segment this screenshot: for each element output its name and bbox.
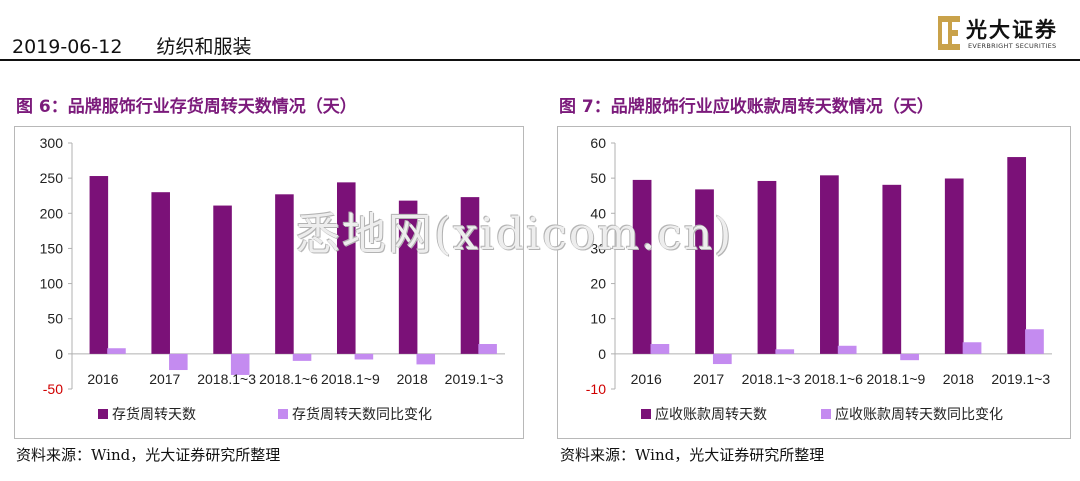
bar-primary — [820, 175, 839, 354]
y-tick-label: 50 — [47, 311, 63, 327]
bar-change — [416, 353, 436, 365]
bar-change — [775, 349, 795, 354]
chart-title-receivables: 图 7：品牌服饰行业应收账款周转天数情况（天） — [559, 97, 934, 117]
y-tick-label: 100 — [40, 276, 64, 292]
x-tick-label: 2018.1~9 — [867, 371, 926, 387]
bar-change — [169, 353, 188, 371]
bar-primary — [632, 179, 652, 354]
bar-primary — [757, 180, 777, 354]
y-tick-label: 20 — [590, 276, 606, 292]
legend-label: 应收账款周转天数同比变化 — [835, 406, 1003, 423]
report-header: 2019-06-12 纺织和服装 光大证券 EVERBRIGHT SECURIT… — [0, 0, 1080, 64]
source-note-receivables: 资料来源：Wind，光大证券研究所整理 — [560, 446, 825, 464]
logo-text-cn: 光大证券 — [966, 17, 1058, 42]
y-tick-label: 30 — [590, 240, 606, 256]
bar-primary — [944, 178, 964, 354]
y-tick-label: 150 — [40, 240, 64, 256]
y-tick-label: 40 — [590, 205, 606, 221]
x-tick-label: 2018.1~6 — [259, 371, 318, 387]
y-tick-label: 200 — [40, 205, 64, 221]
bar-primary — [398, 200, 418, 354]
bar-change — [478, 344, 497, 354]
header-text: 2019-06-12 纺织和服装 — [12, 32, 251, 59]
legend-label: 应收账款周转天数 — [655, 406, 767, 423]
x-tick-label: 2018.1~6 — [804, 371, 863, 387]
bar-primary — [336, 182, 356, 354]
x-tick-label: 2017 — [149, 371, 180, 387]
bar-change — [354, 353, 374, 360]
bar-primary — [460, 197, 480, 354]
chart-title-inventory: 图 6：品牌服饰行业存货周转天数情况（天） — [16, 97, 357, 117]
y-tick-label: 10 — [590, 311, 606, 327]
y-tick-label: 50 — [590, 170, 606, 186]
legend-swatch — [821, 409, 831, 419]
y-tick-label: 0 — [598, 346, 606, 362]
bar-change — [292, 353, 312, 361]
logo-mark-icon — [938, 16, 960, 50]
x-tick-label: 2016 — [87, 371, 118, 387]
bar-change — [962, 342, 982, 354]
x-tick-label: 2016 — [631, 371, 662, 387]
x-tick-label: 2018 — [943, 371, 974, 387]
everbright-logo: 光大证券 EVERBRIGHT SECURITIES — [938, 12, 1070, 56]
legend-swatch — [278, 409, 288, 419]
bar-primary — [89, 176, 109, 354]
x-tick-label: 2018 — [397, 371, 428, 387]
x-tick-label: 2018.1~3 — [197, 371, 256, 387]
bar-change — [650, 344, 670, 354]
header-divider — [0, 59, 1080, 61]
bar-primary — [695, 189, 714, 354]
bar-primary — [213, 205, 232, 354]
report-category: 纺织和服装 — [156, 36, 252, 58]
y-tick-label: 250 — [40, 170, 64, 186]
y-tick-label: -50 — [43, 381, 63, 397]
legend-swatch — [641, 409, 651, 419]
receivables-turnover-chart: 60 50 40 30 20 10 0 -10 2016 2017 2018.1~3 2018.1~6… — [586, 135, 1052, 423]
source-note-inventory: 资料来源：Wind，光大证券研究所整理 — [16, 446, 281, 464]
chart-frame-inventory — [14, 126, 524, 439]
y-tick-label: 0 — [55, 346, 63, 362]
legend-label: 存货周转天数 — [112, 406, 196, 423]
bar-change — [900, 353, 919, 361]
legend-swatch — [98, 409, 108, 419]
y-tick-label: 60 — [590, 135, 606, 151]
x-tick-label: 2017 — [693, 371, 724, 387]
bar-change — [712, 353, 732, 365]
x-tick-label: 2019.1~3 — [991, 371, 1050, 387]
x-tick-label: 2018.1~9 — [321, 371, 380, 387]
watermark: 悉地网(xidicom.cn) — [296, 209, 734, 260]
bar-primary — [882, 184, 902, 354]
bar-change — [837, 345, 857, 354]
bar-primary — [1007, 157, 1027, 354]
y-tick-label: 300 — [40, 135, 64, 151]
bar-primary — [275, 194, 294, 354]
logo-text-en: EVERBRIGHT SECURITIES — [968, 42, 1057, 50]
x-tick-label: 2018.1~3 — [742, 371, 801, 387]
bar-primary — [151, 192, 170, 354]
bar-change — [230, 353, 250, 375]
y-tick-label: -10 — [586, 381, 606, 397]
bar-change — [107, 348, 126, 354]
legend-label: 存货周转天数同比变化 — [292, 406, 432, 423]
chart-frame-receivables — [557, 126, 1071, 439]
report-date: 2019-06-12 — [12, 36, 123, 58]
bar-change — [1025, 329, 1044, 354]
x-tick-label: 2019.1~3 — [445, 371, 504, 387]
